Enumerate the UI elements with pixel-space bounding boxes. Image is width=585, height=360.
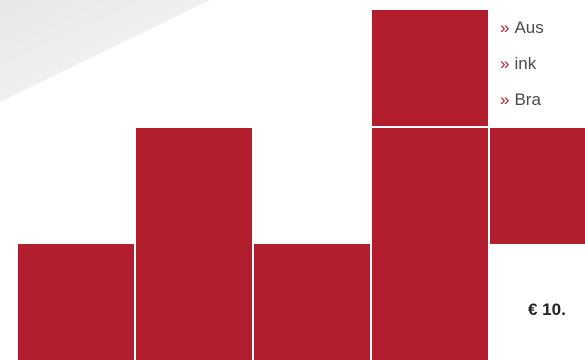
red-block <box>136 244 252 360</box>
feature-text: Aus <box>514 18 544 37</box>
feature-list: » Aus » ink » Bra <box>500 10 544 118</box>
red-block <box>372 128 488 244</box>
feature-item: » Aus <box>500 10 544 46</box>
red-block <box>18 244 134 360</box>
red-block <box>372 244 488 360</box>
price-text: € 10. <box>528 300 566 319</box>
feature-text: ink <box>514 54 537 73</box>
arrow-icon: » <box>500 18 510 37</box>
red-block <box>490 128 585 244</box>
feature-item: » Bra <box>500 82 544 118</box>
feature-text: Bra <box>514 90 541 109</box>
feature-item: » ink <box>500 46 544 82</box>
red-block <box>372 10 488 126</box>
arrow-icon: » <box>500 54 510 73</box>
red-block <box>254 244 370 360</box>
red-block <box>136 128 252 244</box>
arrow-icon: » <box>500 90 510 109</box>
